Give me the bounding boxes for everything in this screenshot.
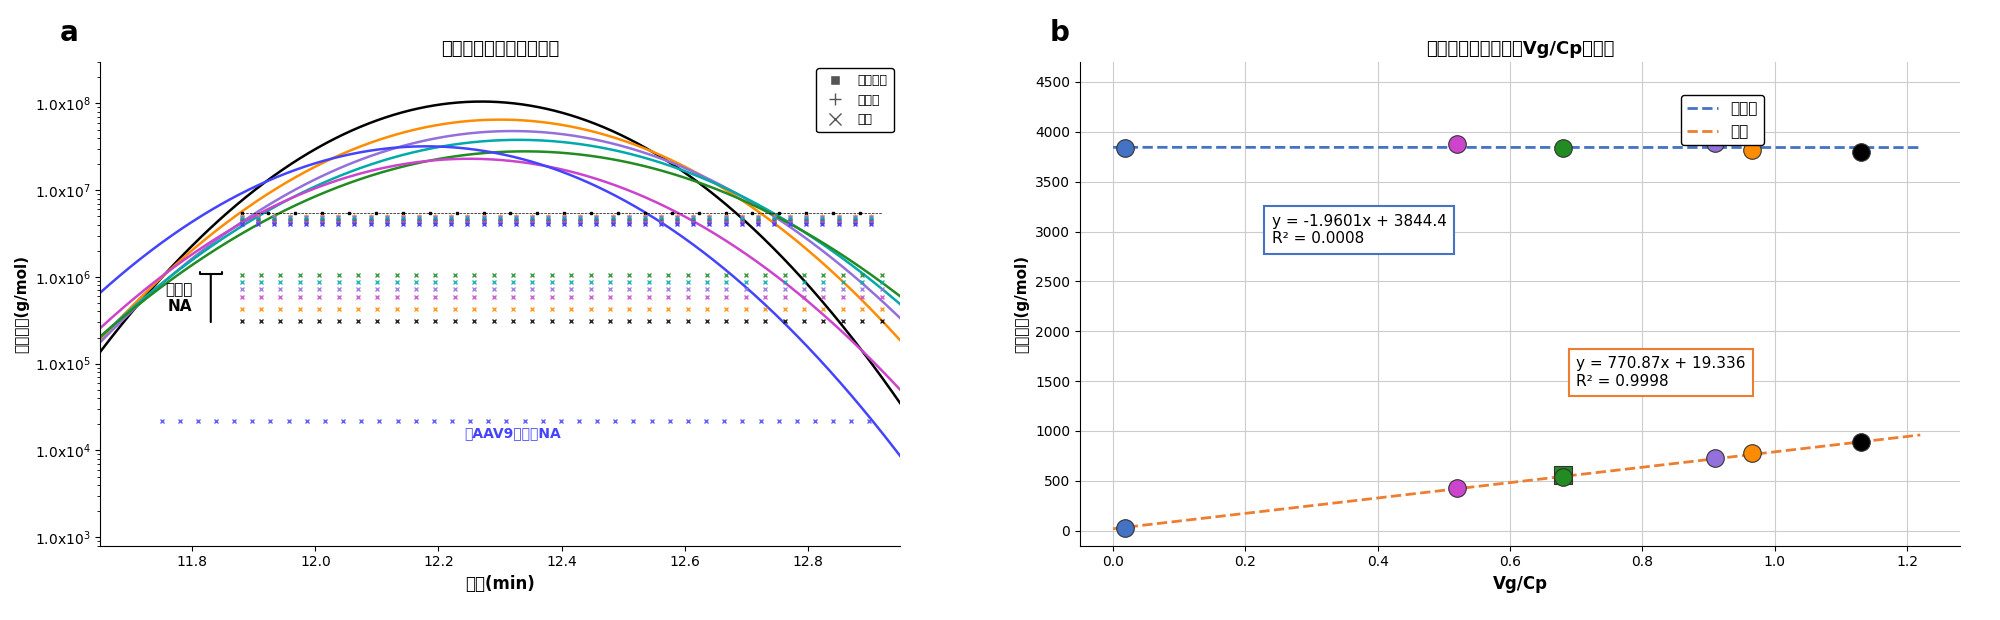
Y-axis label: 摆尔质量(g/mol): 摆尔质量(g/mol) (14, 255, 30, 353)
Point (1548, 143, 1580, 153)
Text: y = 770.87x + 19.336
R² = 0.9998: y = 770.87x + 19.336 R² = 0.9998 (1576, 356, 1746, 389)
Point (1548, 471, 1580, 480)
蛋白质 (1150, 144, 1174, 151)
蛋白质 (1102, 144, 1126, 151)
Point (1548, 472, 1580, 482)
Title: 空衣壳和完整衣壳的Vg/Cp比率图: 空衣壳和完整衣壳的Vg/Cp比率图 (1426, 40, 1614, 58)
Text: a: a (60, 19, 78, 46)
Point (1844, 147, 1876, 157)
Point (1736, 448, 1768, 458)
Point (1442, 483, 1474, 493)
蛋白质 (1252, 144, 1276, 151)
Text: y = -1.9601x + 3844.4
R² = 0.0008: y = -1.9601x + 3844.4 R² = 0.0008 (1272, 213, 1446, 246)
核酸 (1134, 521, 1158, 529)
蛋白质 (1868, 144, 1892, 151)
蛋白质 (1908, 144, 1932, 151)
Text: 空AAV9中的残NA: 空AAV9中的残NA (464, 427, 560, 441)
核酸 (1102, 525, 1126, 533)
核酸 (1840, 439, 1864, 446)
蛋白质 (1134, 144, 1158, 151)
核酸 (1150, 520, 1174, 527)
Point (1108, 143, 1140, 153)
Legend: 完整衣壳, 仅衣壳, 核酸: 完整衣壳, 仅衣壳, 核酸 (816, 68, 894, 132)
核酸 (1316, 500, 1340, 507)
Text: 基因组
NA: 基因组 NA (164, 282, 192, 314)
X-axis label: Vg/Cp: Vg/Cp (1492, 575, 1548, 593)
Y-axis label: 摆尔质量(g/mol): 摆尔质量(g/mol) (1014, 255, 1030, 353)
Legend: 蛋白质, 核酸: 蛋白质, 核酸 (1682, 95, 1764, 145)
核酸 (1252, 508, 1276, 515)
Point (1108, 523, 1140, 533)
X-axis label: 时间(min): 时间(min) (466, 575, 534, 593)
Point (1700, 138, 1732, 148)
蛋白质 (1316, 144, 1340, 151)
Line: 核酸: 核酸 (1114, 435, 1920, 529)
核酸 (1868, 436, 1892, 443)
Point (1736, 144, 1768, 154)
Title: 病毒载体摆尔质量与时间: 病毒载体摆尔质量与时间 (440, 40, 560, 58)
核酸 (1908, 432, 1932, 439)
Point (1442, 140, 1474, 149)
蛋白质 (1840, 144, 1864, 151)
Text: b: b (1050, 19, 1070, 46)
Point (1844, 437, 1876, 447)
Point (1700, 453, 1732, 463)
